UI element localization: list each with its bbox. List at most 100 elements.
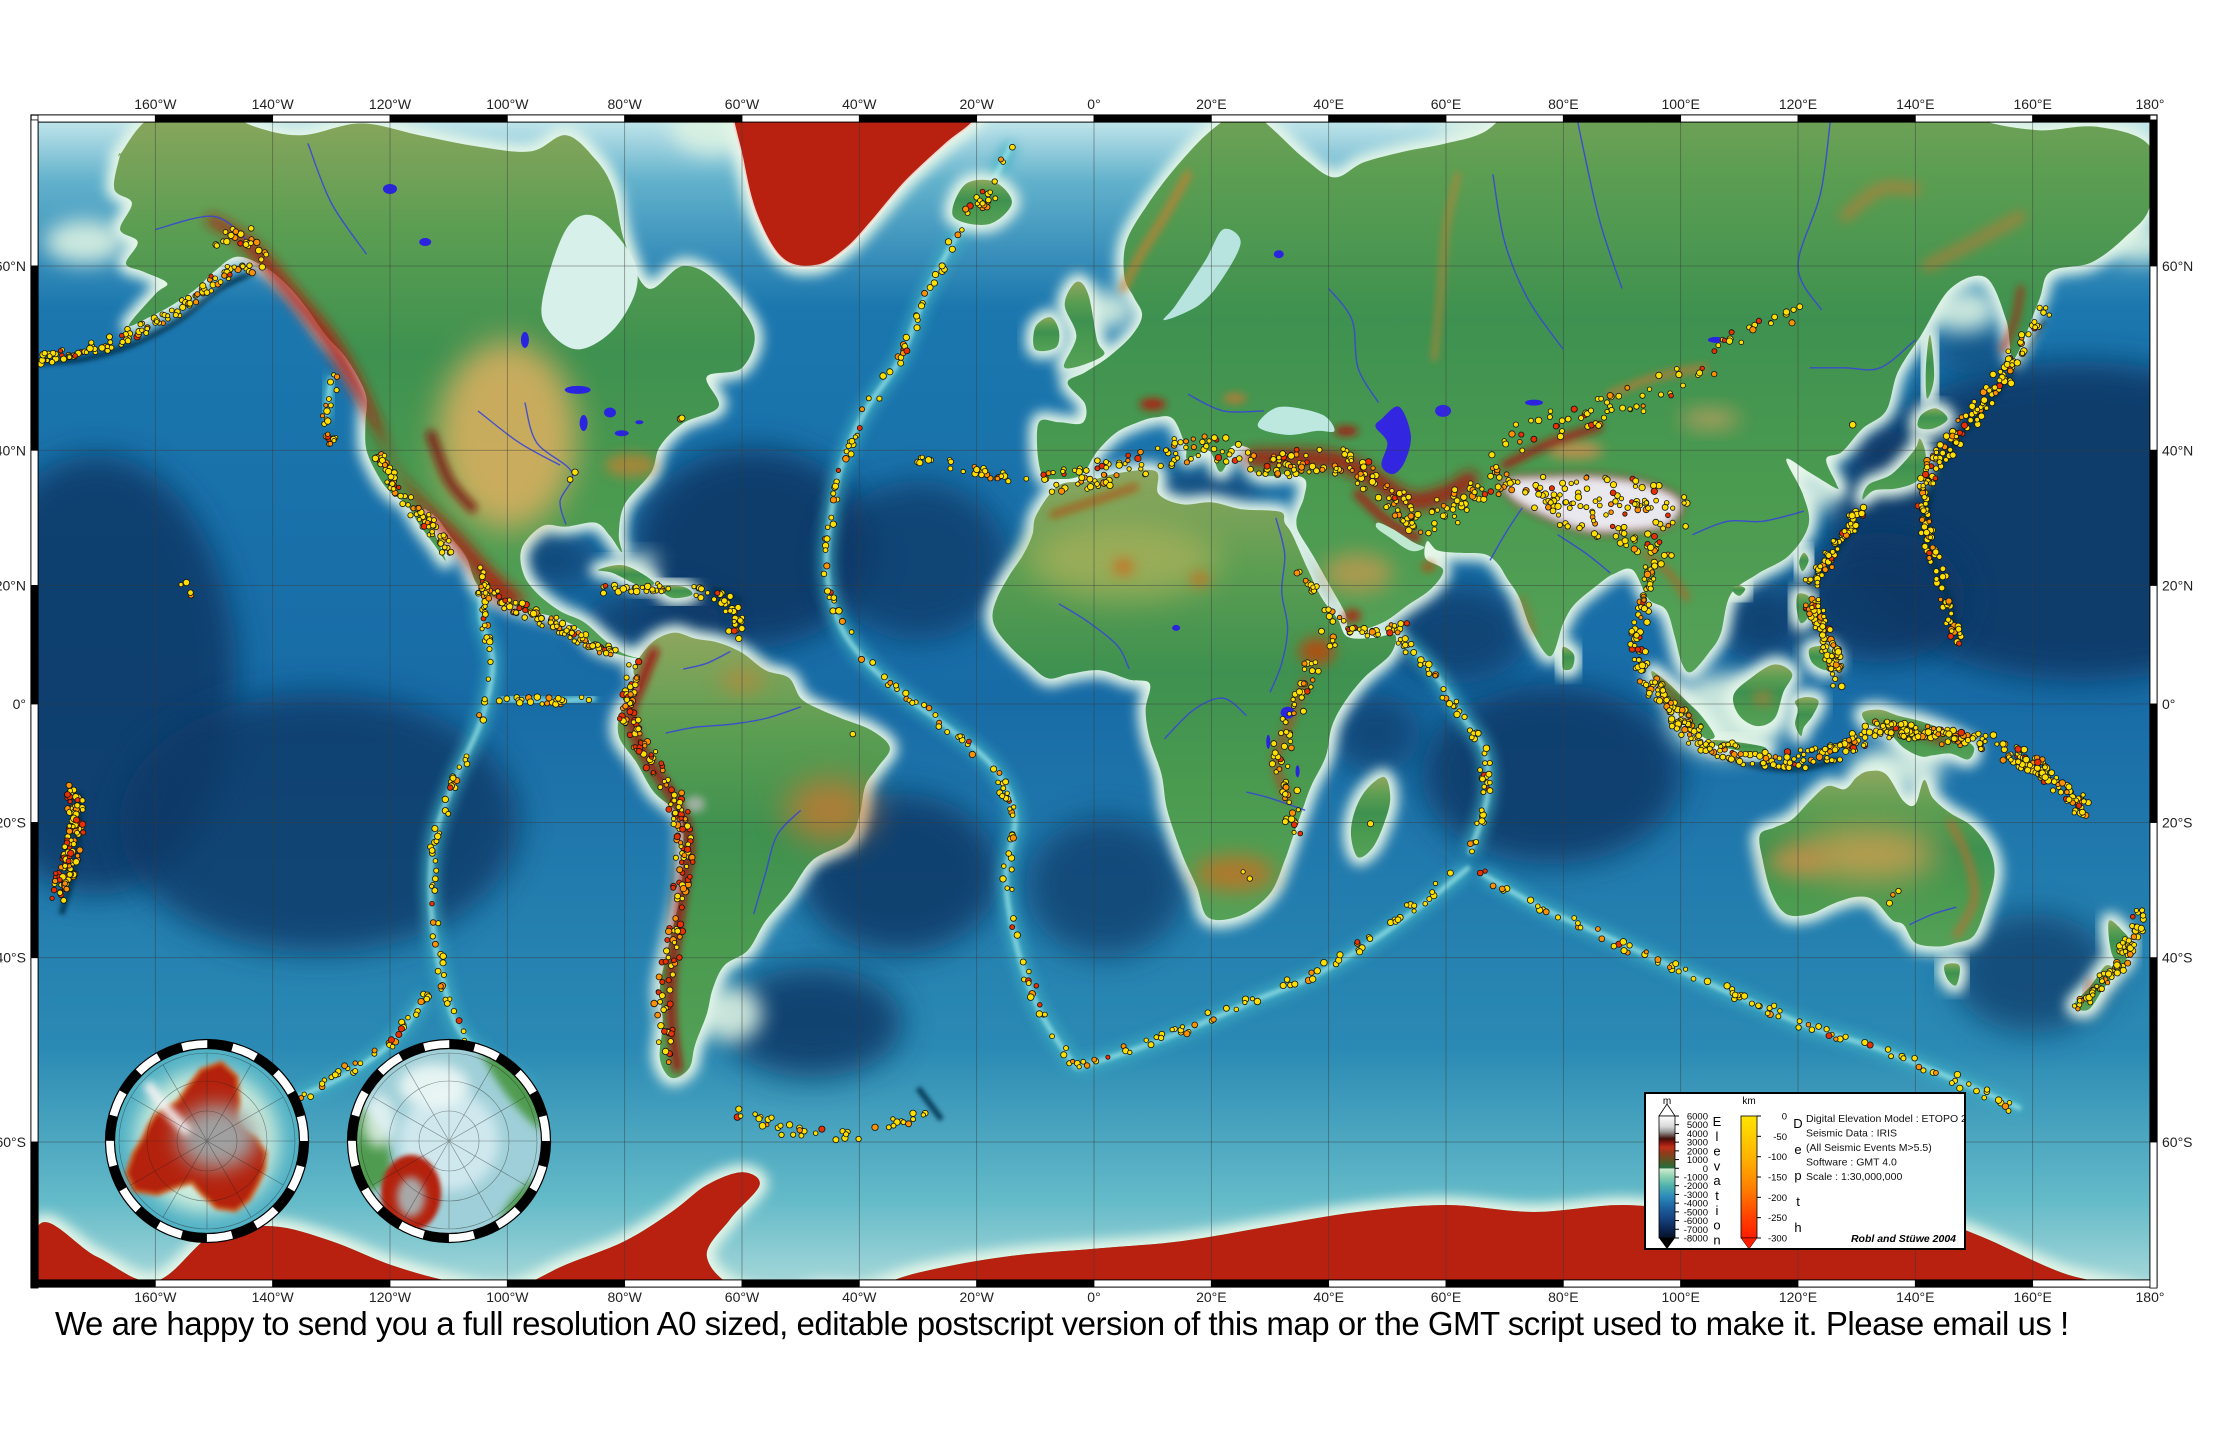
lon-label-top: 80°W	[607, 96, 642, 112]
elevation-word-letter: a	[1713, 1173, 1721, 1188]
elevation-arrow-up	[1658, 1103, 1676, 1117]
elevation-tick: 1000	[1687, 1155, 1708, 1166]
axis-labels: 160°W 160°W 140°W 140°W 120°W 120°W 100°W 100°W…	[0, 96, 2193, 1305]
legend-content: m6000500040003000200010000-1000-2000-300…	[1658, 1096, 1964, 1248]
elevation-arrow-down	[1659, 1238, 1675, 1248]
lon-label-top: 140°W	[252, 96, 295, 112]
legend-credit: Robl and Stüwe 2004	[1851, 1233, 1956, 1245]
lon-label-bottom: 0°	[1087, 1289, 1100, 1305]
elevation-tick: -7000	[1684, 1225, 1708, 1236]
elevation-tick: -1000	[1684, 1173, 1708, 1184]
legend-info-line: (All Seismic Events M>5.5)	[1806, 1142, 1932, 1154]
lon-label-top: 40°W	[842, 96, 877, 112]
depth-word-letter: h	[1794, 1220, 1801, 1235]
elevation-word-letter: i	[1716, 1203, 1719, 1218]
elevation-tick: -2000	[1684, 1181, 1708, 1192]
depth-word-letter: p	[1794, 1168, 1801, 1183]
elevation-tick: 5000	[1687, 1120, 1708, 1131]
elevation-tick: 2000	[1687, 1146, 1708, 1157]
elevation-tick: -6000	[1684, 1216, 1708, 1227]
lon-label-bottom: 60°W	[725, 1289, 760, 1305]
elevation-unit: m	[1663, 1096, 1671, 1107]
elevation-word-letter: l	[1716, 1129, 1719, 1144]
lon-label-bottom: 80°E	[1548, 1289, 1579, 1305]
lon-label-top: 120°W	[369, 96, 412, 112]
depth-word-letter: e	[1794, 1142, 1801, 1157]
map-canvas	[38, 122, 2150, 1280]
depth-colorbar	[1740, 1115, 1758, 1239]
lat-label-left: 60°S	[0, 1134, 26, 1150]
map-frame	[30, 114, 2158, 1289]
lat-label-left: 40°S	[0, 950, 26, 966]
lon-label-bottom: 100°W	[486, 1289, 529, 1305]
depth-tick: -200	[1768, 1193, 1787, 1204]
lon-label-top: 0°	[1087, 96, 1100, 112]
lon-label-top: 60°E	[1431, 96, 1462, 112]
elevation-tick: -3000	[1684, 1190, 1708, 1201]
lat-label-right: 60°S	[2162, 1134, 2193, 1150]
lon-label-bottom: 160°E	[2014, 1289, 2052, 1305]
lat-label-right: 60°N	[2162, 258, 2193, 274]
depth-tick: -50	[1773, 1132, 1787, 1143]
elevation-tick: 6000	[1687, 1112, 1708, 1123]
lon-label-bottom: 160°W	[134, 1289, 177, 1305]
elevation-tick: -8000	[1684, 1234, 1708, 1245]
lat-label-right: 40°S	[2162, 950, 2193, 966]
elevation-word-letter: E	[1713, 1114, 1722, 1129]
lakes	[383, 183, 1724, 778]
lat-label-left: 60°N	[0, 258, 26, 274]
map-caption: We are happy to send you a full resoluti…	[55, 1305, 2069, 1342]
lon-label-top: 20°W	[959, 96, 994, 112]
lat-label-right: 20°N	[2162, 577, 2193, 593]
elevation-colorbar	[1658, 1115, 1676, 1239]
elevation-word-letter: v	[1714, 1158, 1721, 1173]
depth-unit: km	[1742, 1096, 1755, 1107]
lon-label-top: 140°E	[1896, 96, 1934, 112]
lat-label-left: 0°	[13, 696, 26, 712]
elevation-word-letter: o	[1713, 1218, 1720, 1233]
lon-label-bottom: 120°E	[1779, 1289, 1817, 1305]
lon-label-bottom: 20°W	[959, 1289, 994, 1305]
depth-arrow-down	[1740, 1237, 1758, 1248]
legend-info-line: Scale : 1:30,000,000	[1806, 1171, 1902, 1183]
lon-label-bottom: 100°E	[1662, 1289, 1700, 1305]
lon-label-bottom: 140°E	[1896, 1289, 1934, 1305]
lat-label-right: 20°S	[2162, 815, 2193, 831]
seismic-events	[38, 143, 2147, 1144]
lon-label-top: 60°W	[725, 96, 760, 112]
lat-label-left: 40°N	[0, 442, 26, 458]
lon-label-top: 100°W	[486, 96, 529, 112]
lon-label-top: 20°E	[1196, 96, 1227, 112]
lat-label-right: 40°N	[2162, 442, 2193, 458]
inset-north-polar	[346, 1038, 552, 1244]
lon-label-bottom: 40°W	[842, 1289, 877, 1305]
lon-label-bottom: 60°E	[1431, 1289, 1462, 1305]
lon-label-bottom: 20°E	[1196, 1289, 1227, 1305]
lat-label-right: 0°	[2162, 696, 2175, 712]
depth-tick: -250	[1768, 1213, 1787, 1224]
depth-word-letter: t	[1796, 1194, 1800, 1209]
depth-tick: 0	[1782, 1112, 1787, 1123]
elevation-tick: 0	[1703, 1164, 1708, 1175]
depth-tick: -300	[1768, 1234, 1787, 1245]
lon-label-top: 160°E	[2014, 96, 2052, 112]
ice-sheets	[38, 122, 2089, 1280]
legend-info-line: Digital Elevation Model : ETOPO 2	[1806, 1113, 1964, 1125]
elevation-word-letter: e	[1713, 1144, 1720, 1159]
depth-tick: -100	[1768, 1152, 1787, 1163]
elevation-tick: 3000	[1687, 1138, 1708, 1149]
lat-label-left: 20°S	[0, 815, 26, 831]
lon-label-top: 180°	[2136, 96, 2165, 112]
lon-label-top: 160°W	[134, 96, 177, 112]
lon-label-top: 40°E	[1313, 96, 1344, 112]
lon-label-top: 80°E	[1548, 96, 1579, 112]
inset-south-polar	[104, 1038, 310, 1244]
legend-box: m 6000 5000 4000 3000 2000 1000 0 -1000 -2000 -300…	[1644, 1092, 1966, 1250]
lon-label-top: 120°E	[1779, 96, 1817, 112]
lon-label-bottom: 80°W	[607, 1289, 642, 1305]
depth-tick: -150	[1768, 1173, 1787, 1184]
lon-label-bottom: 140°W	[252, 1289, 295, 1305]
lat-label-left: 20°N	[0, 577, 26, 593]
